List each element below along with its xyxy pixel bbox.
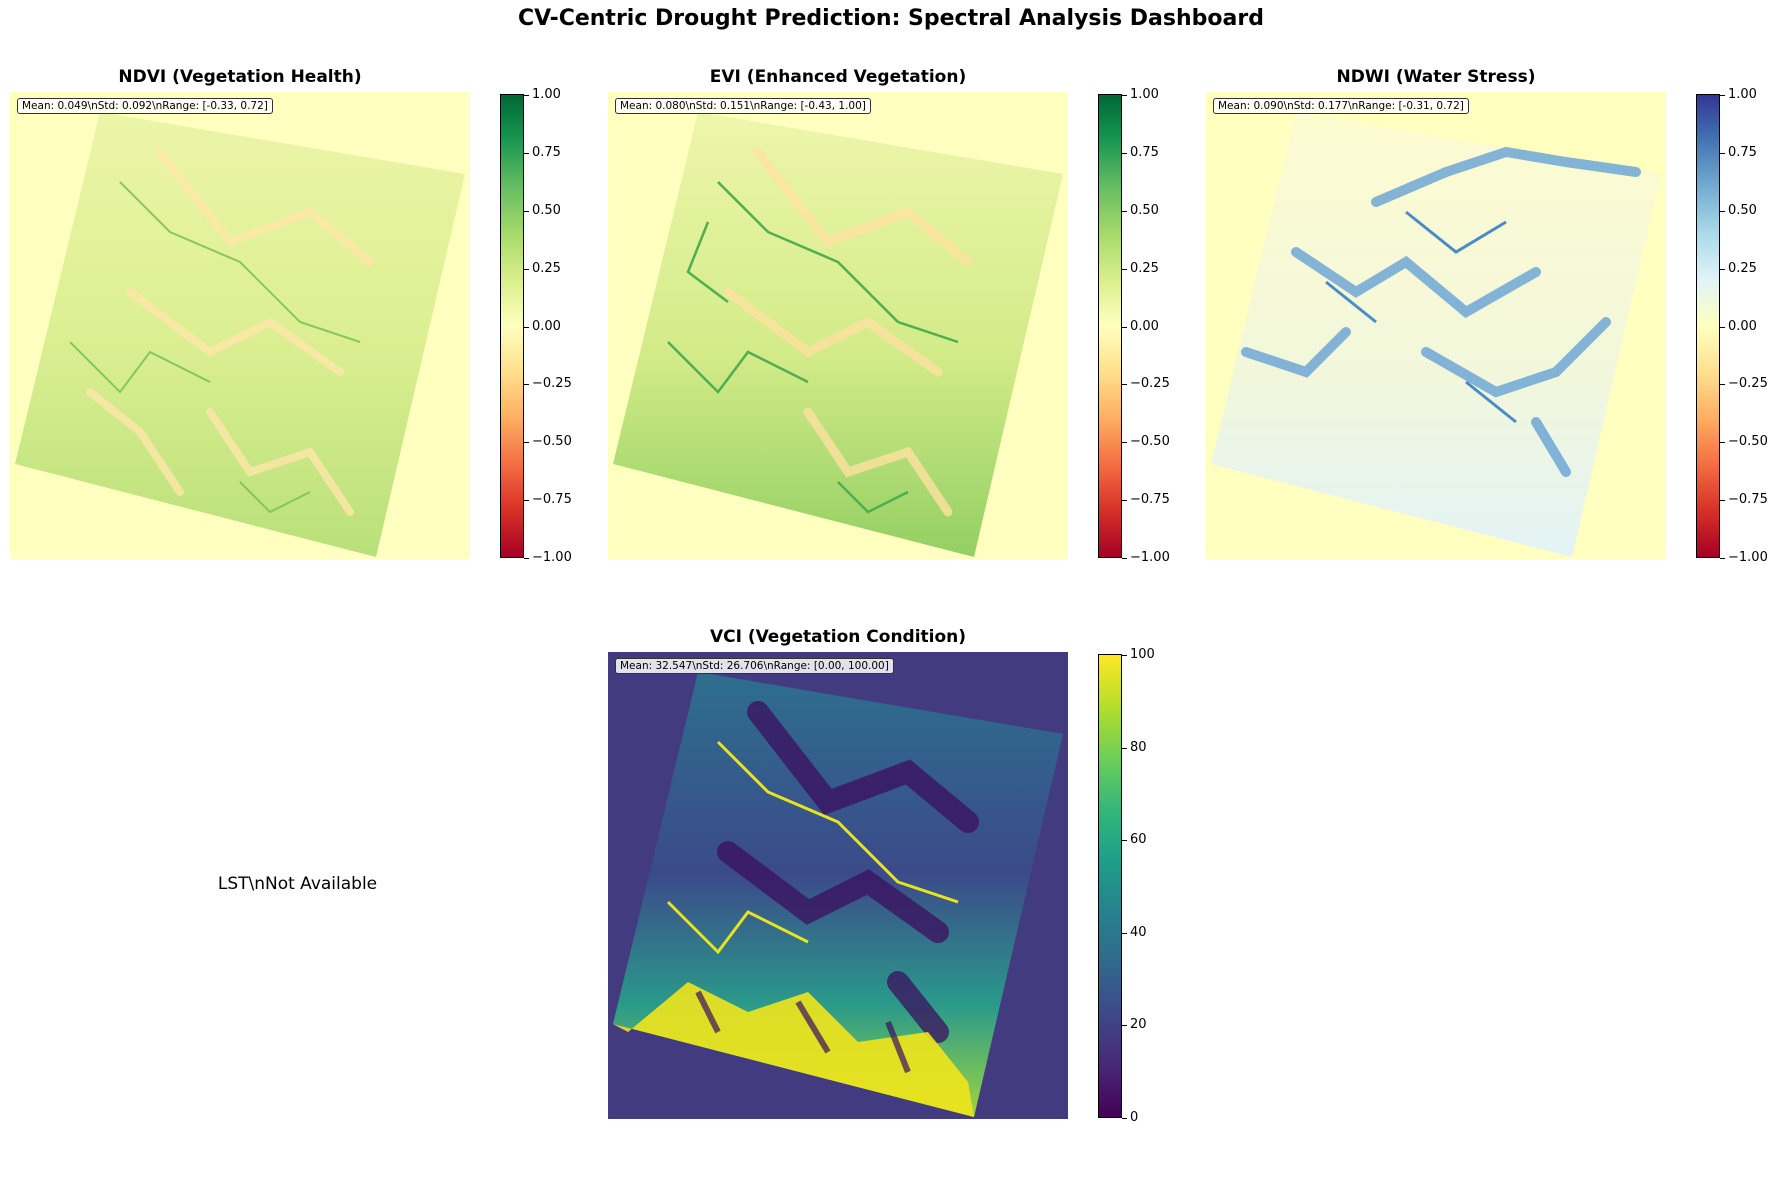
vci-colorbar-tick-label: 40 xyxy=(1130,925,1147,940)
evi-colorbar-tick-label: −1.00 xyxy=(1130,550,1170,565)
evi-colorbar-tick-label: −0.50 xyxy=(1130,434,1170,449)
evi-colorbar-tick xyxy=(1122,558,1127,559)
evi-colorbar-tick xyxy=(1122,211,1127,212)
ndwi-colorbar-tick-label: 1.00 xyxy=(1728,87,1757,102)
ndvi-colorbar-tick-label: 0.75 xyxy=(532,145,561,160)
evi-colorbar-tick-label: 0.00 xyxy=(1130,319,1159,334)
evi-colorbar-tick-label: 1.00 xyxy=(1130,87,1159,102)
ndwi-colorbar-tick xyxy=(1720,558,1725,559)
ndwi-colorbar-tick-label: 0.50 xyxy=(1728,203,1757,218)
vci-colorbar-tick xyxy=(1122,748,1127,749)
vci-colorbar-tick-label: 60 xyxy=(1130,832,1147,847)
ndwi-title: NDWI (Water Stress) xyxy=(1336,67,1536,87)
evi-colorbar-tick xyxy=(1122,384,1127,385)
ndvi-colorbar-tick xyxy=(524,558,529,559)
ndvi-colorbar-tick xyxy=(524,269,529,270)
ndwi-colorbar-tick-label: −0.25 xyxy=(1728,376,1768,391)
ndvi-image xyxy=(15,112,465,557)
ndvi-stats: Mean: 0.049\nStd: 0.092\nRange: [-0.33, … xyxy=(17,98,273,114)
ndvi-colorbar-tick xyxy=(524,327,529,328)
evi-colorbar-tick-label: 0.50 xyxy=(1130,203,1159,218)
ndvi-colorbar-tick xyxy=(524,500,529,501)
ndwi-colorbar xyxy=(1696,94,1720,558)
dashboard-title: CV-Centric Drought Prediction: Spectral … xyxy=(518,6,1264,31)
evi-colorbar-tick xyxy=(1122,327,1127,328)
ndwi-colorbar-tick-label: 0.00 xyxy=(1728,319,1757,334)
vci-image xyxy=(613,672,1063,1117)
ndwi-image xyxy=(1211,112,1661,557)
evi-map: Mean: 0.080\nStd: 0.151\nRange: [-0.43, … xyxy=(608,92,1068,559)
lst-unavailable-message: LST\nNot Available xyxy=(217,874,378,894)
ndwi-colorbar-tick-label: 0.25 xyxy=(1728,261,1757,276)
ndwi-colorbar-tick xyxy=(1720,327,1725,328)
vci-colorbar-tick xyxy=(1122,1025,1127,1026)
evi-colorbar-tick xyxy=(1122,500,1127,501)
vci-colorbar-tick xyxy=(1122,655,1127,656)
ndvi-map: Mean: 0.049\nStd: 0.092\nRange: [-0.33, … xyxy=(10,92,470,559)
ndwi-colorbar-tick-label: 0.75 xyxy=(1728,145,1757,160)
vci-colorbar-tick-label: 80 xyxy=(1130,740,1147,755)
vci-colorbar-tick xyxy=(1122,933,1127,934)
ndvi-colorbar-tick xyxy=(524,95,529,96)
vci-colorbar-tick xyxy=(1122,840,1127,841)
vci-map: Mean: 32.547\nStd: 26.706\nRange: [0.00,… xyxy=(608,652,1068,1119)
ndvi-colorbar xyxy=(500,94,524,558)
vci-colorbar-tick-label: 0 xyxy=(1130,1110,1139,1125)
ndvi-title: NDVI (Vegetation Health) xyxy=(118,67,362,87)
ndvi-colorbar-tick-label: −0.50 xyxy=(532,434,572,449)
ndvi-colorbar-tick-label: −0.25 xyxy=(532,376,572,391)
ndwi-stats: Mean: 0.090\nStd: 0.177\nRange: [-0.31, … xyxy=(1213,98,1469,114)
vci-colorbar-tick xyxy=(1122,1118,1127,1119)
ndvi-colorbar-tick xyxy=(524,384,529,385)
ndvi-colorbar-tick-label: −1.00 xyxy=(532,550,572,565)
ndwi-colorbar-tick xyxy=(1720,500,1725,501)
ndwi-colorbar-tick xyxy=(1720,442,1725,443)
evi-title: EVI (Enhanced Vegetation) xyxy=(709,67,967,87)
vci-colorbar-tick-label: 100 xyxy=(1130,647,1155,662)
evi-colorbar xyxy=(1098,94,1122,558)
evi-colorbar-tick xyxy=(1122,153,1127,154)
vci-colorbar xyxy=(1098,654,1122,1118)
ndwi-colorbar-tick xyxy=(1720,384,1725,385)
ndvi-colorbar-tick-label: 1.00 xyxy=(532,87,561,102)
vci-stats: Mean: 32.547\nStd: 26.706\nRange: [0.00,… xyxy=(615,658,894,674)
evi-colorbar-tick xyxy=(1122,95,1127,96)
evi-stats: Mean: 0.080\nStd: 0.151\nRange: [-0.43, … xyxy=(615,98,871,114)
ndvi-colorbar-tick xyxy=(524,211,529,212)
ndvi-colorbar-tick-label: 0.50 xyxy=(532,203,561,218)
vci-title: VCI (Vegetation Condition) xyxy=(709,627,967,647)
evi-colorbar-tick xyxy=(1122,442,1127,443)
ndvi-colorbar-tick xyxy=(524,153,529,154)
ndwi-colorbar-tick xyxy=(1720,95,1725,96)
ndwi-map: Mean: 0.090\nStd: 0.177\nRange: [-0.31, … xyxy=(1206,92,1666,559)
ndwi-colorbar-tick xyxy=(1720,211,1725,212)
ndwi-colorbar-tick-label: −0.50 xyxy=(1728,434,1768,449)
ndvi-colorbar-tick-label: −0.75 xyxy=(532,492,572,507)
ndvi-colorbar-tick-label: 0.25 xyxy=(532,261,561,276)
evi-colorbar-tick-label: −0.25 xyxy=(1130,376,1170,391)
ndwi-colorbar-tick-label: −1.00 xyxy=(1728,550,1768,565)
vci-colorbar-tick-label: 20 xyxy=(1130,1017,1147,1032)
evi-colorbar-tick-label: 0.75 xyxy=(1130,145,1159,160)
evi-colorbar-tick-label: −0.75 xyxy=(1130,492,1170,507)
ndwi-colorbar-tick xyxy=(1720,153,1725,154)
evi-colorbar-tick xyxy=(1122,269,1127,270)
evi-colorbar-tick-label: 0.25 xyxy=(1130,261,1159,276)
ndvi-colorbar-tick xyxy=(524,442,529,443)
ndwi-colorbar-tick-label: −0.75 xyxy=(1728,492,1768,507)
ndwi-colorbar-tick xyxy=(1720,269,1725,270)
evi-image xyxy=(613,112,1063,557)
ndvi-colorbar-tick-label: 0.00 xyxy=(532,319,561,334)
